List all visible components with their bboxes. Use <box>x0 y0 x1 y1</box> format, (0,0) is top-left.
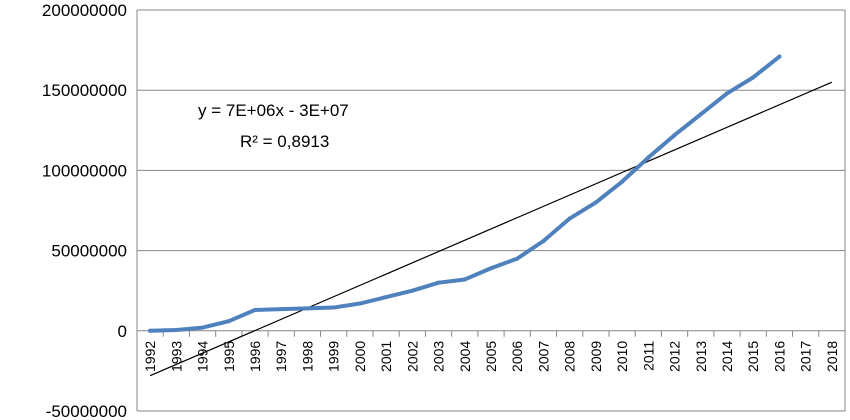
axes <box>136 10 846 411</box>
data-point <box>148 328 153 333</box>
x-tick-label: 1997 <box>273 341 289 372</box>
x-tick-label: 1998 <box>299 341 315 372</box>
data-point <box>436 280 441 285</box>
data-point <box>515 256 520 261</box>
data-point <box>200 325 205 330</box>
x-tick-label: 1993 <box>168 341 184 372</box>
trendline-group <box>149 81 833 377</box>
x-tick-label: 2006 <box>509 341 525 372</box>
data-point <box>698 112 703 117</box>
data-point <box>410 288 415 293</box>
data-point <box>672 133 677 138</box>
data-point <box>357 301 362 306</box>
y-tick-label: -50000000 <box>46 402 127 420</box>
x-tick-label: 2003 <box>431 341 447 372</box>
x-tick-label: 1992 <box>142 341 158 372</box>
trendline-equation: y = 7E+06x - 3E+07 <box>198 101 349 120</box>
data-point <box>384 295 389 300</box>
linear-trendline <box>149 81 833 377</box>
y-tick-label: 0 <box>118 322 127 341</box>
data-point <box>620 179 625 184</box>
x-tick-label: 2008 <box>562 341 578 372</box>
data-point <box>751 75 756 80</box>
trendline-r-squared: R² = 0,8913 <box>240 132 329 151</box>
x-tick-label: 1996 <box>247 341 263 372</box>
x-tick-label: 2000 <box>352 341 368 372</box>
x-tick-label: 1999 <box>326 341 342 372</box>
x-tick-label: 2004 <box>457 341 473 372</box>
y-tick-label: 150000000 <box>42 81 127 100</box>
x-tick-label: 2011 <box>640 341 656 371</box>
y-tick-label: 200000000 <box>42 1 127 20</box>
x-tick-label: 2001 <box>378 341 394 372</box>
series-group <box>148 54 782 333</box>
x-tick-label: 2014 <box>719 341 735 372</box>
y-tick-label: 100000000 <box>42 161 127 180</box>
y-tick-label: 50000000 <box>51 242 127 261</box>
series-line <box>148 54 782 333</box>
data-point <box>646 155 651 160</box>
x-tick-label: 2009 <box>588 341 604 372</box>
data-point <box>489 266 493 271</box>
data-point <box>331 305 336 310</box>
data-point <box>541 238 546 243</box>
data-point <box>593 200 598 205</box>
x-tick-label: 2013 <box>693 341 709 372</box>
x-tick-label: 2017 <box>798 341 814 372</box>
x-tick-label: 2016 <box>771 341 787 372</box>
x-tick-labels: 1992 1993 1994 1995 1996 1997 1998 1999 2000 2001… <box>142 341 840 372</box>
x-tick-label: 2012 <box>667 341 683 372</box>
x-tick-label: 1994 <box>195 341 211 372</box>
data-point <box>777 54 782 59</box>
x-tick-label: 2005 <box>483 341 499 372</box>
y-tick-labels: -50000000 0 50000000 100000000 150000000 2000… <box>42 1 127 420</box>
data-point <box>725 91 729 96</box>
data-point <box>226 319 231 324</box>
data-point <box>462 277 467 282</box>
data-point <box>305 306 310 311</box>
x-tick-label: 2007 <box>535 341 551 372</box>
x-tick-label: 1995 <box>221 341 237 372</box>
data-point <box>253 307 257 312</box>
x-tick-label: 2015 <box>745 341 761 372</box>
data-point <box>174 327 179 332</box>
x-tick-label: 2010 <box>614 341 630 372</box>
data-point <box>567 216 572 221</box>
data-point <box>279 307 284 312</box>
x-tick-label: 2018 <box>824 341 840 372</box>
x-tick-label: 2002 <box>404 341 420 372</box>
